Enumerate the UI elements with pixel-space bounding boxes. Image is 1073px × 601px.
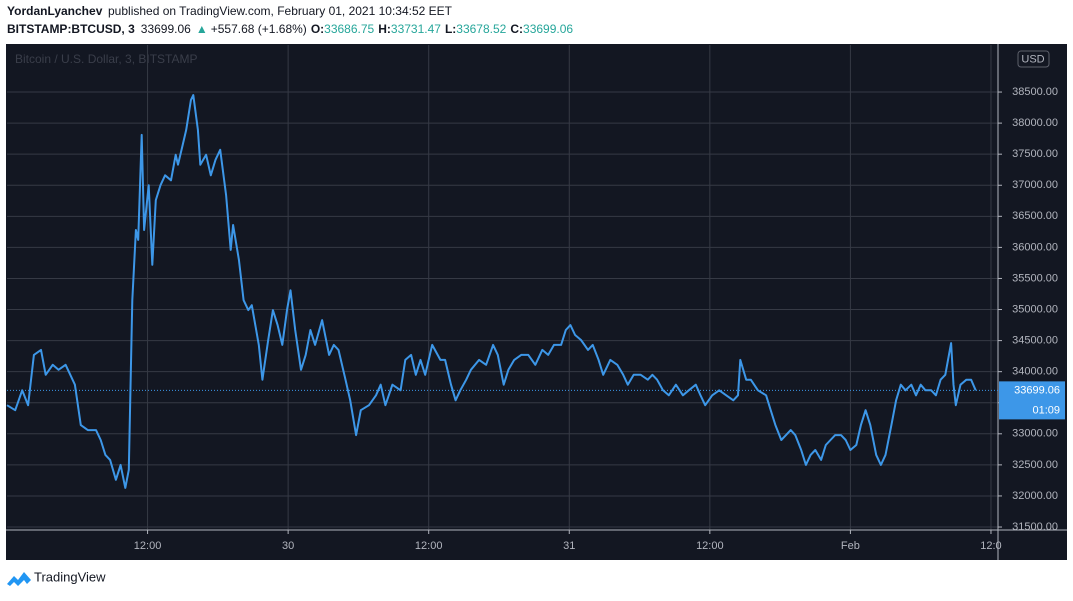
x-tick-label: 12:00 bbox=[134, 540, 162, 552]
y-tick-label: 35500.00 bbox=[1012, 272, 1058, 284]
brand: TradingView bbox=[34, 569, 106, 584]
last-price-label: 33699.06 bbox=[1014, 384, 1060, 396]
plot: Bitcoin / U.S. Dollar, 3, BITSTAMP 31500.… bbox=[6, 44, 1067, 560]
y-tick-label: 38000.00 bbox=[1012, 117, 1058, 129]
ohlc-value: 33699.06 bbox=[523, 22, 573, 36]
change: +557.68 (+1.68%) bbox=[211, 22, 307, 36]
y-tick-label: 33000.00 bbox=[1012, 428, 1058, 440]
logo-icon bbox=[7, 572, 31, 586]
y-tick-label: 36500.00 bbox=[1012, 210, 1058, 222]
currency-badge bbox=[1017, 50, 1050, 68]
y-tick-label: 32000.00 bbox=[1012, 490, 1058, 502]
y-tick-label: 38500.00 bbox=[1012, 86, 1058, 98]
y-tick-label: 34000.00 bbox=[1012, 366, 1058, 378]
ohlc-value: 33731.47 bbox=[391, 22, 441, 36]
last-price-badge bbox=[999, 381, 1065, 420]
ohlc-key: O: bbox=[311, 22, 324, 36]
x-tick-label: 12:00 bbox=[696, 540, 724, 552]
currency: USD bbox=[1021, 53, 1044, 65]
ohlc-value: 33678.52 bbox=[456, 22, 506, 36]
y-tick-label: 31500.00 bbox=[1012, 521, 1058, 533]
author: YordanLyanchev bbox=[7, 4, 103, 18]
y-tick-label: 32500.00 bbox=[1012, 459, 1058, 471]
price-line bbox=[6, 94, 977, 489]
y-tick-label: 37500.00 bbox=[1012, 148, 1058, 160]
ohlc-key: H: bbox=[378, 22, 391, 36]
symbol: BITSTAMP:BTCUSD, 3 bbox=[7, 22, 135, 36]
ohlc-key: L: bbox=[445, 22, 456, 36]
ohlc-value: 33686.75 bbox=[324, 22, 374, 36]
ohlc-key: C: bbox=[510, 22, 523, 36]
y-tick-label: 35000.00 bbox=[1012, 303, 1058, 315]
logo bbox=[7, 572, 31, 586]
y-tick-label: 34500.00 bbox=[1012, 335, 1058, 347]
x-tick-label: 12:00 bbox=[415, 540, 443, 552]
y-tick-label: 36000.00 bbox=[1012, 241, 1058, 253]
countdown: 01:09 bbox=[1032, 404, 1060, 416]
x-tick-label: 30 bbox=[282, 540, 294, 552]
y-tick-label: 37000.00 bbox=[1012, 179, 1058, 191]
x-tick-label: 12:0 bbox=[980, 540, 1001, 552]
price: 33699.06 bbox=[141, 22, 191, 36]
published: published on TradingView.com, February 0… bbox=[108, 4, 453, 18]
chart-background bbox=[6, 44, 1067, 560]
watermark: Bitcoin / U.S. Dollar, 3, BITSTAMP bbox=[15, 52, 198, 66]
change-arrow: ▲ bbox=[196, 22, 208, 36]
x-tick-label: Feb bbox=[841, 540, 860, 552]
x-tick-label: 31 bbox=[563, 540, 575, 552]
symbol-line: BITSTAMP:BTCUSD, 3 33699.06 ▲ +557.68 (+1.6… bbox=[7, 22, 573, 36]
